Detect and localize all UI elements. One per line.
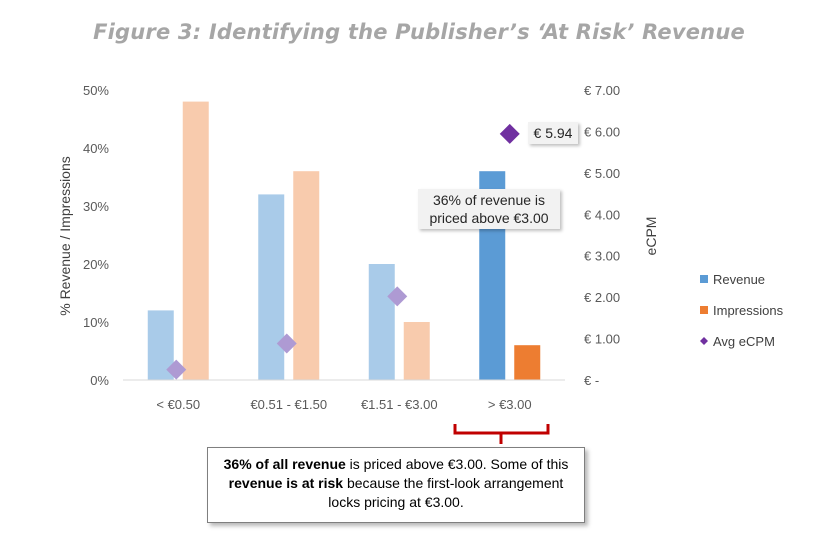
note-bold-1: 36% of all revenue [223, 456, 346, 472]
legend-swatch-impressions [700, 306, 708, 314]
right-axis-title: eCPM [643, 217, 659, 256]
figure-title: Figure 3: Identifying the Publisher’s ‘A… [93, 20, 745, 44]
right-tick-label-1: € 1.00 [584, 332, 620, 347]
marker-avg-ecpm-0 [166, 359, 187, 380]
bar-impressions-3 [514, 345, 541, 380]
right-axis-ticks: € - € 1.00 € 2.00 € 3.00 € 4.00 € 5.00 € 6.00 €… [584, 83, 620, 388]
note-text-2: because the first-look arrangement locks… [328, 475, 564, 510]
x-axis-ticks: < €0.50 €0.51 - €1.50 €1.51 - €3.00 > €3.00 [156, 397, 531, 412]
bar-revenue-1 [258, 194, 285, 380]
left-tick-label-2: 20% [83, 257, 109, 272]
note-text-1: is priced above €3.00. Some of this [345, 456, 569, 472]
at-risk-note-box: 36% of all revenue is priced above €3.00… [207, 447, 585, 523]
left-axis-title: % Revenue / Impressions [57, 156, 73, 316]
bar-impressions-1 [293, 171, 320, 380]
right-tick-label-0: € - [584, 373, 599, 388]
bars-layer [147, 101, 541, 380]
x-tick-label-1: €0.51 - €1.50 [250, 397, 327, 412]
left-tick-label-1: 10% [83, 315, 109, 330]
bar-revenue-2 [368, 264, 395, 380]
right-tick-label-3: € 3.00 [584, 249, 620, 264]
legend: Revenue Impressions Avg eCPM [700, 272, 784, 349]
left-tick-label-5: 50% [83, 83, 109, 98]
left-tick-label-4: 40% [83, 141, 109, 156]
right-tick-label-4: € 4.00 [584, 207, 620, 222]
bar-impressions-0 [182, 101, 209, 380]
legend-label-impressions: Impressions [713, 303, 784, 318]
legend-swatch-revenue [700, 275, 708, 283]
marker-avg-ecpm-2 [387, 286, 408, 307]
legend-label-avg-ecpm: Avg eCPM [713, 334, 775, 349]
legend-swatch-avg-ecpm [700, 337, 708, 345]
right-tick-label-7: € 7.00 [584, 83, 620, 98]
bar-impressions-2 [403, 322, 430, 380]
markers-layer [166, 123, 520, 380]
ecpm-callout: € 5.94 [528, 122, 578, 144]
marker-avg-ecpm-1 [276, 333, 297, 354]
left-axis-ticks: 0% 10% 20% 30% 40% 50% [83, 83, 109, 388]
at-risk-bracket [453, 424, 550, 444]
left-tick-label-3: 30% [83, 199, 109, 214]
note-bold-2: revenue is at risk [228, 475, 344, 491]
right-tick-label-6: € 6.00 [584, 124, 620, 139]
x-tick-label-3: > €3.00 [488, 397, 532, 412]
revenue-callout: 36% of revenue is priced above €3.00 [418, 189, 560, 229]
x-tick-label-2: €1.51 - €3.00 [361, 397, 438, 412]
right-tick-label-2: € 2.00 [584, 290, 620, 305]
left-tick-label-0: 0% [90, 373, 109, 388]
marker-avg-ecpm-3 [499, 123, 520, 144]
legend-label-revenue: Revenue [713, 272, 765, 287]
right-tick-label-5: € 5.00 [584, 166, 620, 181]
x-tick-label-0: < €0.50 [156, 397, 200, 412]
